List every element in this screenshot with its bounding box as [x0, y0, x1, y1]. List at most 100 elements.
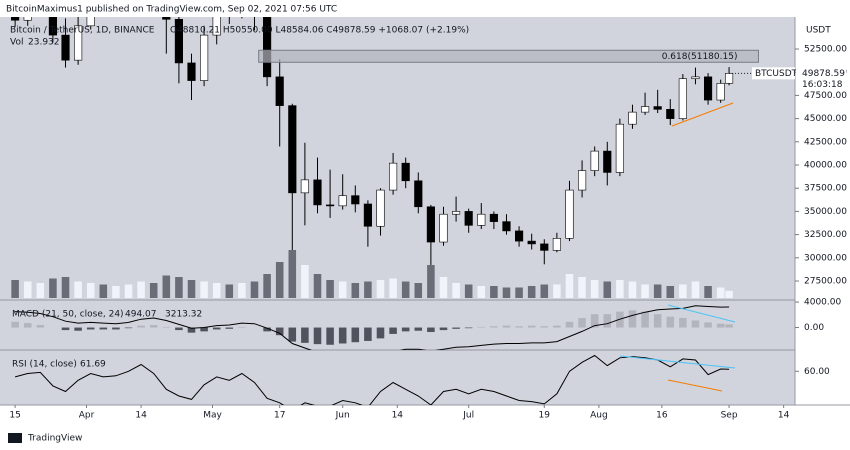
volume-bar	[464, 284, 473, 298]
volume-title: Vol	[10, 38, 23, 48]
candle-body	[74, 25, 83, 61]
macd-histogram-bar	[23, 323, 32, 328]
volume-last: 23.932	[28, 38, 60, 48]
volume-bar	[225, 284, 234, 298]
candle-body	[439, 213, 448, 243]
macd-histogram-bar	[162, 326, 171, 328]
macd-histogram-bar	[666, 316, 675, 328]
macd-histogram-bar	[389, 327, 397, 334]
candle-body	[502, 221, 511, 232]
volume-bar	[326, 280, 334, 298]
candle-body	[477, 213, 486, 226]
candle-body	[326, 204, 335, 207]
candle-body	[61, 34, 70, 61]
axis-unit: USDT	[806, 26, 831, 36]
volume-bar	[452, 283, 460, 298]
candle-body	[263, 17, 272, 78]
x-tick-label: 15	[9, 411, 20, 421]
volume-bar	[603, 281, 612, 298]
volume-bar	[238, 283, 246, 298]
volume-bar	[666, 286, 675, 298]
y-tick-label: 40000.00	[804, 161, 847, 171]
volume-bar	[11, 280, 19, 298]
macd-hist-last: 494.07	[125, 310, 157, 320]
candle-body	[426, 206, 435, 243]
macd-histogram-bar	[464, 327, 473, 329]
volume-bar	[389, 278, 397, 298]
countdown: 16:03:18	[802, 80, 843, 90]
candle-body	[162, 17, 171, 20]
candle-body	[527, 240, 536, 245]
macd-histogram-bar	[338, 327, 347, 344]
x-tick-label: Jun	[335, 411, 350, 421]
candle-body	[313, 179, 322, 206]
candle-body	[515, 230, 524, 242]
candle-body	[666, 109, 675, 119]
macd-histogram-bar	[175, 327, 183, 331]
volume-bar	[275, 262, 284, 298]
candle-body	[48, 17, 57, 36]
macd-histogram-bar	[725, 324, 733, 328]
x-tick-label: 16	[656, 411, 668, 421]
volume-bar	[61, 277, 70, 298]
volume-bar	[338, 281, 347, 298]
candle-body	[351, 195, 360, 205]
volume-bar	[477, 286, 486, 298]
macd-histogram-bar	[641, 311, 649, 328]
x-tick-label: 14	[135, 411, 147, 421]
macd-histogram-bar	[149, 324, 158, 328]
macd-histogram-bar	[124, 327, 133, 329]
candle-body	[724, 73, 734, 84]
candle-body	[23, 17, 32, 21]
candle-body	[212, 17, 221, 36]
candle-body	[590, 150, 599, 171]
volume-bar	[565, 274, 574, 298]
rsi-line	[14, 354, 730, 405]
candle-body	[288, 105, 297, 194]
price-tag	[796, 67, 846, 92]
macd-histogram-bar	[326, 327, 334, 345]
volume-bar	[427, 265, 435, 298]
macd-histogram-bar	[364, 327, 372, 341]
macd-histogram-bar	[86, 327, 95, 330]
candle-body	[691, 76, 700, 80]
volume-bar	[351, 283, 360, 298]
volume-bar	[86, 283, 95, 298]
volume-bar	[414, 283, 423, 298]
macd-histogram-bar	[225, 327, 234, 329]
symbol: Bitcoin / TetherUS, 1D, BINANCE	[10, 26, 155, 36]
volume-bar	[112, 286, 120, 298]
macd-histogram-bar	[11, 321, 19, 328]
macd-histogram-bar	[112, 327, 120, 330]
volume-bar	[23, 281, 32, 298]
macd-histogram-bar	[263, 327, 271, 332]
macd-histogram-bar	[301, 327, 309, 343]
macd-histogram-bar	[401, 327, 410, 332]
macd-histogram-bar	[212, 327, 221, 330]
y-tick-label: 27500.00	[804, 277, 847, 287]
volume-bar	[490, 286, 498, 298]
x-tick-label: 19	[539, 411, 551, 421]
rsi-last: 61.69	[80, 360, 106, 370]
volume-bar	[716, 287, 725, 298]
candle-body	[565, 189, 574, 239]
macd-histogram-bar	[414, 327, 423, 331]
candle-body	[100, 0, 108, 3]
macd-line	[15, 305, 730, 350]
candle-body	[11, 17, 20, 21]
macd-histogram-bar	[477, 326, 486, 328]
candle-body	[489, 213, 498, 222]
macd-histogram-bar	[628, 310, 637, 328]
candle-body	[703, 76, 713, 101]
x-tick-label: Jul	[462, 411, 474, 421]
volume-bar	[212, 283, 221, 298]
y-tick-label: 60.00	[804, 367, 830, 377]
header-ohlc: O48810.21 H50550.00 L48584.06 C49878.59 …	[170, 26, 469, 36]
y-tick-label: 4000.00	[804, 298, 841, 308]
volume-bar	[704, 286, 712, 298]
candle-body	[552, 238, 561, 251]
candle-body	[540, 243, 549, 251]
y-tick-label: 30000.00	[804, 253, 847, 263]
